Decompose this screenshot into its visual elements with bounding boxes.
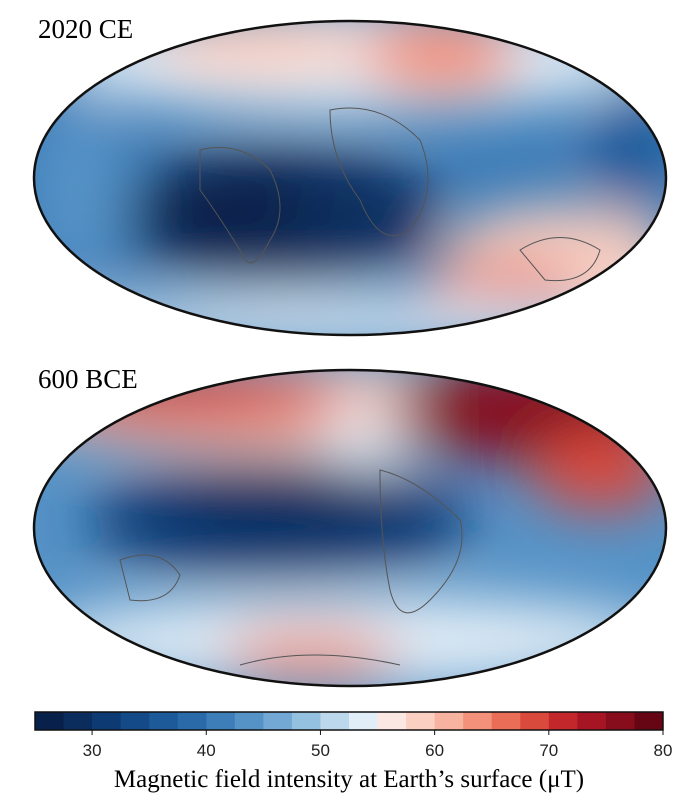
- map-label: 2020 CE: [38, 14, 133, 44]
- map-600: [34, 370, 666, 686]
- map-outline: [32, 19, 668, 337]
- colorbar-bin: [291, 712, 321, 730]
- colorbar-bin: [463, 712, 493, 730]
- map-label: 600 BCE: [38, 364, 138, 394]
- tick-label: 50: [311, 741, 330, 760]
- tick-label: 60: [425, 741, 444, 760]
- colorbar-bin: [491, 712, 521, 730]
- colorbar-frame: [34, 711, 664, 731]
- colorbar-bin: [520, 712, 550, 730]
- tick-label: 80: [654, 741, 673, 760]
- colorbar-bin: [149, 712, 179, 730]
- colorbar-bin: [120, 712, 150, 730]
- colorbar-label: Magnetic field intensity at Earth’s surf…: [114, 766, 584, 793]
- tick-label: 40: [197, 741, 216, 760]
- colorbar-bin: [548, 712, 578, 730]
- map-outline: [32, 368, 668, 688]
- tick-label: 70: [539, 741, 558, 760]
- colorbar-bin: [177, 712, 207, 730]
- colorbar-bin: [377, 712, 407, 730]
- colorbar-bin: [577, 712, 607, 730]
- tick-label: 30: [83, 741, 102, 760]
- colorbar-bin: [63, 712, 93, 730]
- colorbar-bin: [320, 712, 350, 730]
- colorbar-bin: [634, 712, 664, 730]
- colorbar-bin: [263, 712, 293, 730]
- map-2020: [34, 21, 666, 335]
- colorbar-bin: [434, 712, 464, 730]
- colorbar-bin: [92, 712, 122, 730]
- colorbar-bin: [349, 712, 379, 730]
- colorbar-bin: [605, 712, 635, 730]
- colorbar-bin: [206, 712, 236, 730]
- colorbar: 30 40 50 60 70 80: [35, 712, 672, 760]
- colorbar-bin: [406, 712, 436, 730]
- colorbar-bin: [234, 712, 264, 730]
- colorbar-bin: [35, 712, 65, 730]
